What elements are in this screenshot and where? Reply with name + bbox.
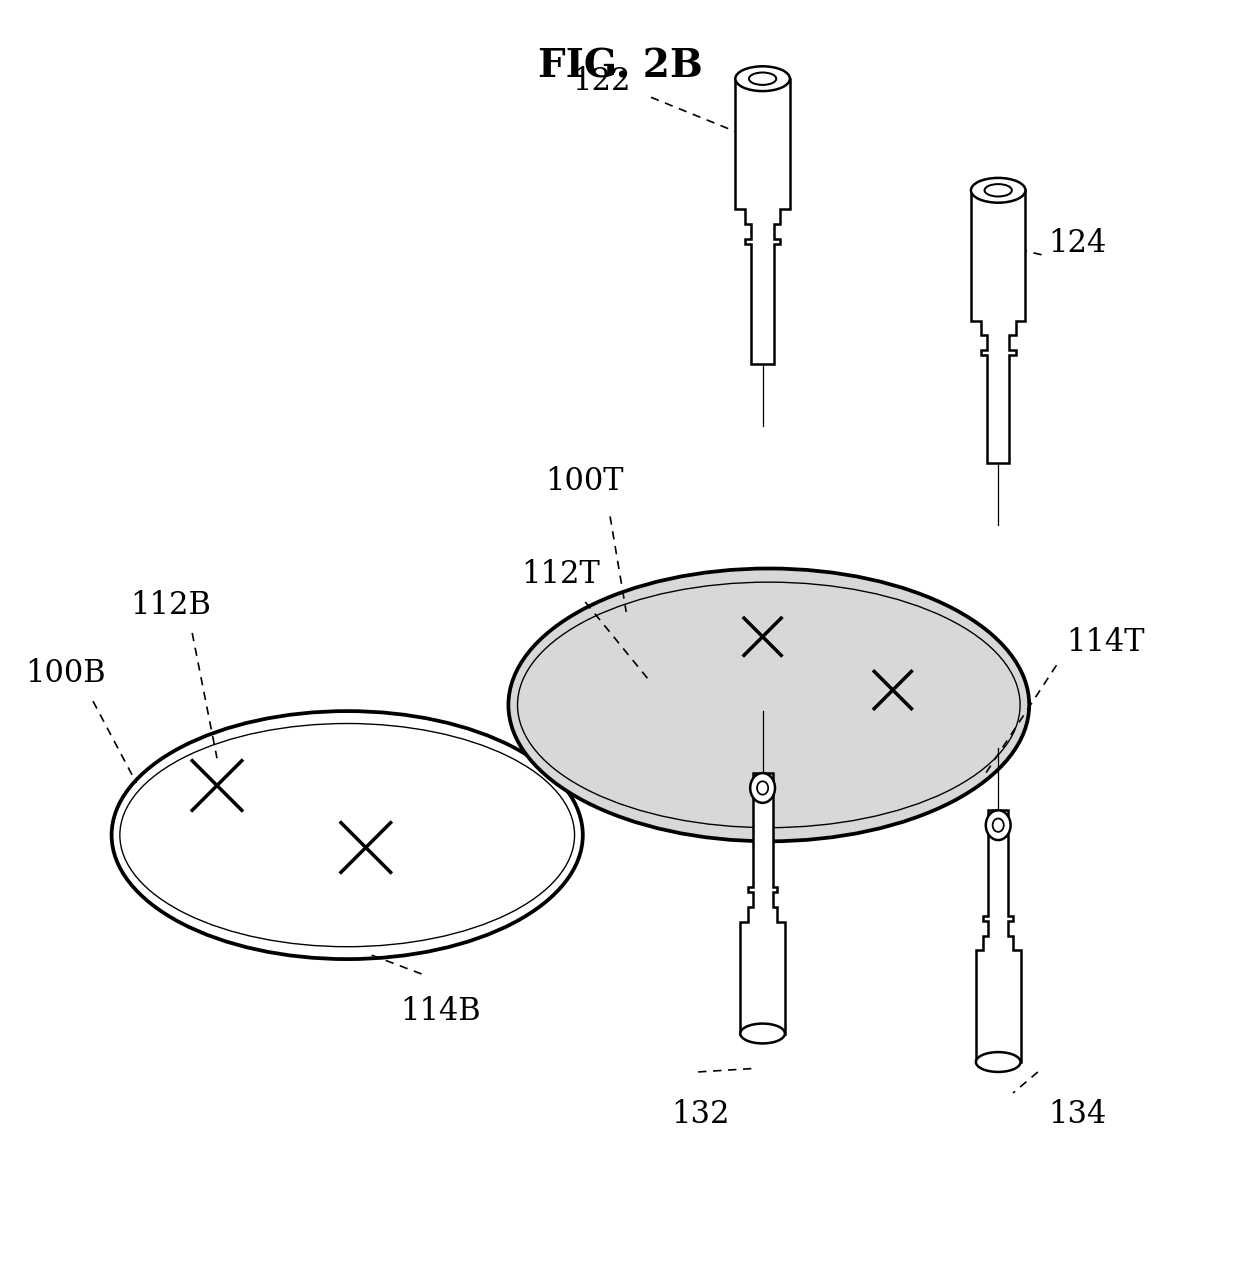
Text: 112B: 112B xyxy=(130,590,211,622)
Text: FIG. 2B: FIG. 2B xyxy=(538,48,702,86)
Text: 122: 122 xyxy=(572,67,631,97)
Polygon shape xyxy=(971,190,1025,463)
Text: 114T: 114T xyxy=(1066,628,1145,658)
Text: 124: 124 xyxy=(1048,227,1106,259)
Ellipse shape xyxy=(735,67,790,91)
Ellipse shape xyxy=(986,811,1011,840)
Ellipse shape xyxy=(112,711,583,960)
Ellipse shape xyxy=(740,1024,785,1043)
Ellipse shape xyxy=(971,178,1025,203)
Text: 100T: 100T xyxy=(546,467,624,497)
Ellipse shape xyxy=(985,184,1012,197)
Ellipse shape xyxy=(756,782,769,794)
Text: 132: 132 xyxy=(671,1100,730,1130)
Polygon shape xyxy=(740,773,785,1034)
Polygon shape xyxy=(976,811,1021,1062)
Text: 112T: 112T xyxy=(521,559,600,590)
Ellipse shape xyxy=(992,818,1004,832)
Ellipse shape xyxy=(749,72,776,84)
Ellipse shape xyxy=(750,773,775,803)
Polygon shape xyxy=(735,78,790,364)
Text: 134: 134 xyxy=(1048,1100,1106,1130)
Ellipse shape xyxy=(508,569,1029,841)
Ellipse shape xyxy=(976,1052,1021,1072)
Text: 100B: 100B xyxy=(25,658,105,690)
Text: 114B: 114B xyxy=(399,996,481,1028)
